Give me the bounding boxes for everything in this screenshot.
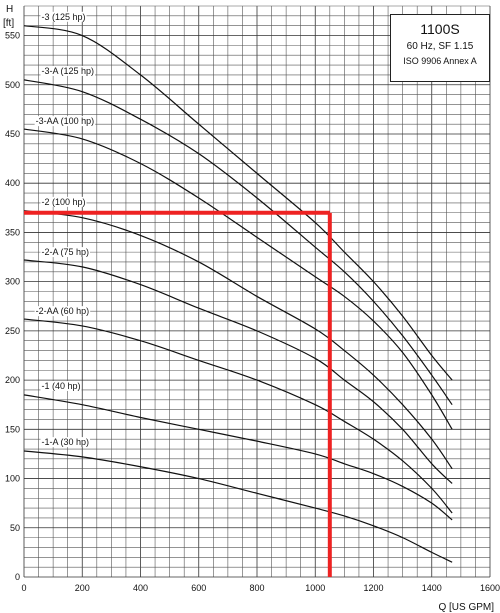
x-tick-label: 600 [191,583,206,593]
x-tick-label: 0 [21,583,26,593]
y-tick-label: 550 [5,31,20,41]
pump-curve-line [23,318,453,514]
y-tick-label: 150 [5,424,20,434]
y-tick-label: 200 [5,375,20,385]
curve-label: -3-AA (100 hp) [36,116,95,126]
curve-label: -2-A (75 hp) [41,247,89,257]
operating-point [24,210,332,577]
x-tick-label: 200 [75,583,90,593]
legend-box: 1100S 60 Hz, SF 1.15 ISO 9906 Annex A [390,14,490,82]
x-tick-label: 800 [249,583,264,593]
curve-label: -2 (100 hp) [41,197,85,207]
x-tick-label: 1400 [422,583,442,593]
legend-spec: 60 Hz, SF 1.15 [406,41,474,52]
y-axis-unit: H [6,4,13,15]
curve-label-background [40,65,96,76]
curve-label: -1 (40 hp) [41,381,80,391]
y-tick-label: 50 [10,523,20,533]
y-tick-label: 400 [5,178,20,188]
legend-model: 1100S [420,21,460,37]
y-tick-label: 450 [5,129,20,139]
curve-label-background [40,437,91,448]
x-axis-label: Q [US GPM] [438,602,494,613]
curve-label-background [34,116,96,127]
curve-label: -1-A (30 hp) [41,437,89,447]
pump-curve-line [23,259,453,484]
y-tick-label: 500 [5,80,20,90]
curve-label: -3-A (125 hp) [41,66,94,76]
curve-label-background [40,196,87,207]
curve-label-background [40,247,91,258]
y-tick-label: 250 [5,326,20,336]
pump-curve-line [23,394,453,521]
x-tick-label: 1000 [305,583,325,593]
pump-curve-line [23,210,453,470]
legend-standard: ISO 9906 Annex A [403,56,477,66]
axis-ticks: 0 200 400 600 800 1000 1200 1400 1600 0 50 100 150 20… [5,31,500,593]
y-tick-label: 100 [5,474,20,484]
y-tick-label: 300 [5,277,20,287]
pump-curve-line [23,128,453,430]
grid [23,5,491,578]
curve-label: -3 (125 hp) [41,12,85,22]
pump-curve-line [23,25,453,381]
curve-label-background [40,380,82,391]
curve-label-background [40,11,87,22]
y-tick-label: 0 [15,572,20,582]
curve-label-background [34,306,91,317]
y-tick-label: 350 [5,227,20,237]
pump-curve-line [23,450,453,563]
x-tick-label: 1200 [363,583,383,593]
x-tick-label: 400 [133,583,148,593]
curves [23,25,453,563]
pump-curve-line [23,79,453,406]
curve-label: -2-AA (60 hp) [36,306,90,316]
curve-labels: -3 (125 hp) -3-A (125 hp) -3-AA (100 hp) -2… [34,11,96,448]
y-axis-bracket: [ft] [3,18,14,29]
x-tick-label: 1600 [480,583,500,593]
